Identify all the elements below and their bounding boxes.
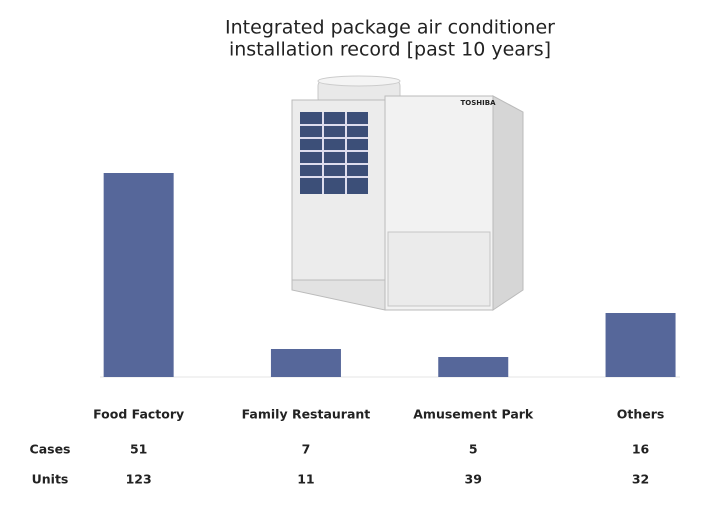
bar [438, 357, 509, 377]
chart-subtitle: installation record [past 10 years] [229, 39, 551, 61]
bar [103, 173, 174, 377]
cases-value: 5 [469, 442, 478, 457]
category-label: Others [617, 407, 665, 422]
cases-value: 51 [130, 442, 147, 457]
row-label: Cases [30, 442, 71, 457]
units-value: 32 [632, 472, 649, 487]
category-label: Family Restaurant [242, 407, 371, 422]
category-label: Food Factory [93, 407, 184, 422]
chart-title: Integrated package air conditioner [225, 17, 555, 39]
units-value: 39 [465, 472, 482, 487]
product-photo: TOSHIBA [291, 75, 524, 311]
units-value: 11 [297, 472, 314, 487]
cases-value: 16 [632, 442, 650, 457]
units-value: 123 [126, 472, 152, 487]
brand-label: TOSHIBA [461, 99, 497, 107]
cases-value: 7 [302, 442, 311, 457]
bar [605, 313, 676, 377]
category-label: Amusement Park [413, 407, 534, 422]
row-label: Units [32, 472, 69, 487]
bar [270, 349, 341, 377]
